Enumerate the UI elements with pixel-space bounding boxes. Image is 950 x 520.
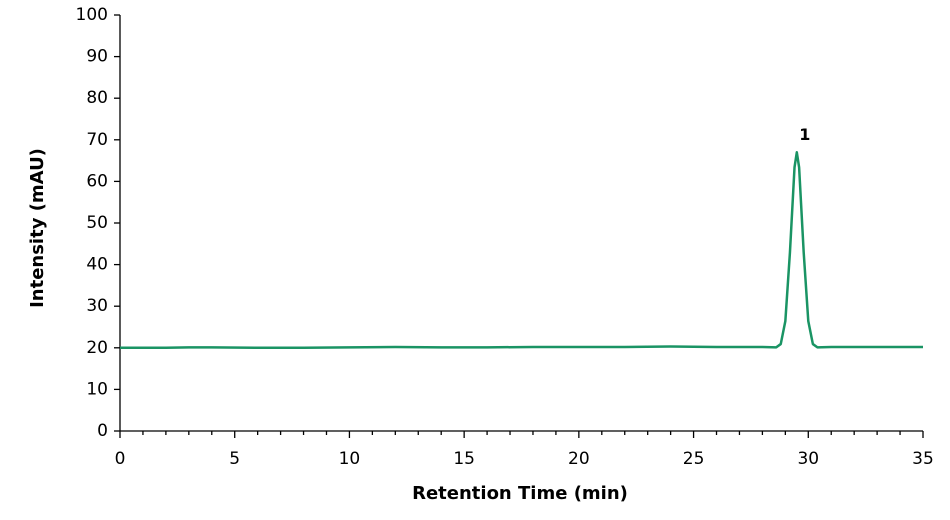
x-tick-label: 20 bbox=[568, 449, 590, 469]
x-tick-label: 0 bbox=[115, 449, 126, 469]
x-tick-label: 10 bbox=[339, 449, 361, 469]
y-tick-label: 30 bbox=[86, 296, 108, 316]
y-tick-label: 60 bbox=[86, 171, 108, 191]
y-tick-label: 90 bbox=[86, 47, 108, 67]
x-tick-label: 15 bbox=[453, 449, 475, 469]
y-tick-label: 70 bbox=[86, 130, 108, 150]
y-tick-label: 100 bbox=[76, 5, 108, 25]
y-tick-label: 80 bbox=[86, 88, 108, 108]
x-tick-label: 5 bbox=[229, 449, 240, 469]
x-tick-label: 25 bbox=[683, 449, 705, 469]
data-line bbox=[120, 151, 923, 350]
y-tick-label: 0 bbox=[97, 421, 108, 441]
x-tick-label: 30 bbox=[797, 449, 819, 469]
peak-annotation: 1 bbox=[799, 125, 810, 144]
x-axis-title: Retention Time (min) bbox=[412, 483, 628, 504]
y-axis-title: Intensity (mAU) bbox=[27, 148, 48, 308]
y-tick-label: 50 bbox=[86, 213, 108, 233]
x-tick-label: 35 bbox=[912, 449, 934, 469]
y-tick-label: 10 bbox=[86, 379, 108, 399]
y-tick-label: 20 bbox=[86, 338, 108, 358]
y-tick-label: 40 bbox=[86, 255, 108, 275]
